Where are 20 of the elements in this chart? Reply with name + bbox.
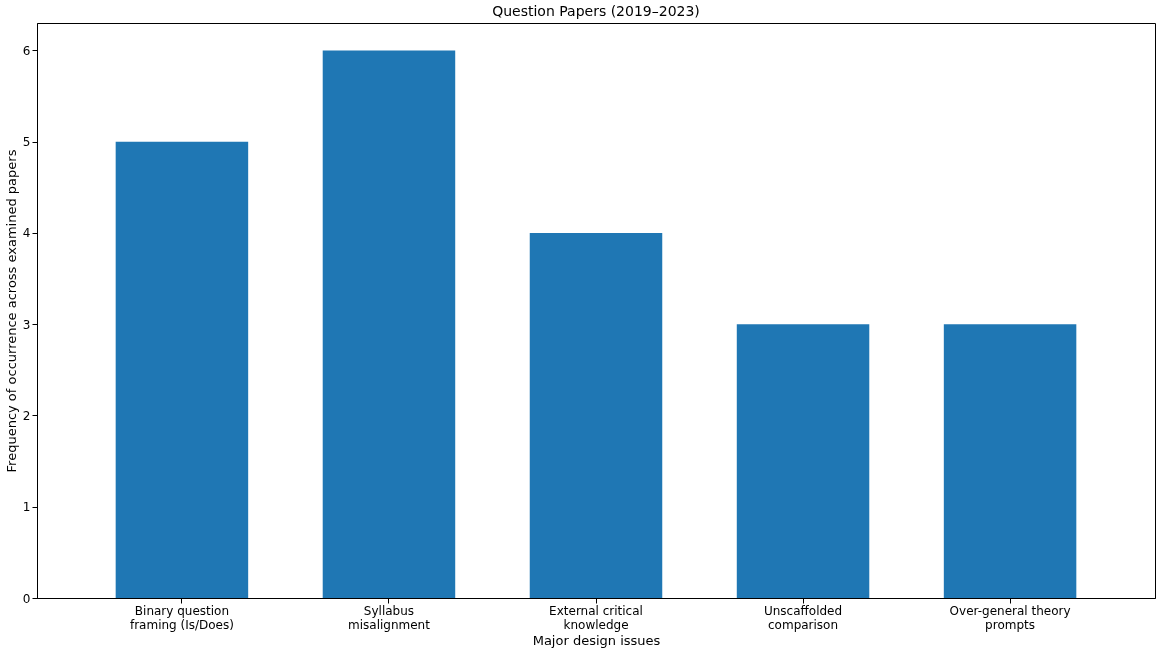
- x-tick-label: External critical knowledge: [549, 603, 643, 632]
- y-axis-title: Frequency of occurrence across examined papers: [3, 149, 19, 473]
- x-tick-label: Unscaffolded comparison: [763, 603, 843, 632]
- y-tick-label: 2: [22, 408, 31, 423]
- y-tick-label: 4: [22, 226, 31, 241]
- x-tick-label: Syllabus misalignment: [348, 603, 431, 632]
- bar: [943, 324, 1077, 598]
- x-tick-label: Over-general theory prompts: [949, 603, 1071, 632]
- bar: [322, 50, 456, 598]
- x-tick-label: Binary question framing (Is/Does): [129, 603, 234, 632]
- bar: [529, 232, 663, 598]
- y-tick-label: 0: [22, 591, 31, 606]
- y-tick-label: 3: [22, 317, 31, 332]
- chart-title: Question Papers (2019–2023): [492, 3, 700, 19]
- bar: [736, 324, 870, 598]
- y-tick-label: 1: [22, 500, 31, 515]
- x-axis-title: Major design issues: [532, 632, 661, 648]
- y-tick-label: 5: [22, 135, 31, 150]
- bar: [115, 141, 249, 598]
- y-tick-label: 6: [22, 43, 31, 58]
